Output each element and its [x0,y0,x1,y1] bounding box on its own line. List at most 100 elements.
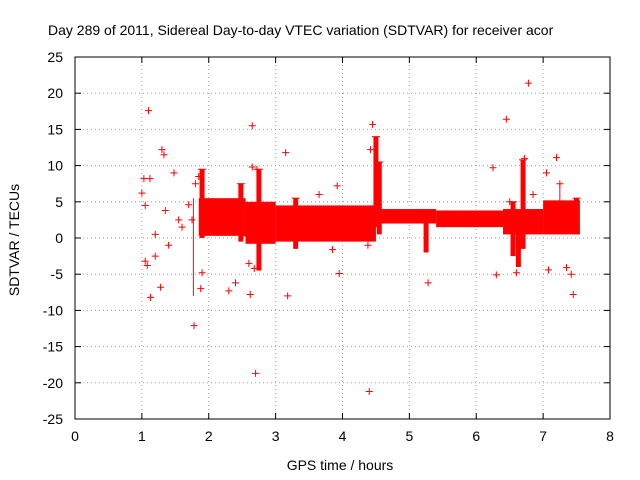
data-spike [510,201,516,257]
y-tick-label: -15 [43,339,63,355]
data-spike [256,169,262,271]
data-band [543,200,580,235]
data-point [489,164,497,172]
data-spike [373,136,379,228]
x-tick-label: 4 [339,428,347,444]
data-point [175,216,183,224]
data-point [151,252,159,260]
tick-labels: 0 1 2 3 4 5 6 7 8 -25 -20 -15 -10 -5 0 5 10 15 20 25 [43,49,614,444]
y-tick-label: 20 [47,85,63,101]
ticks [74,56,611,420]
data-spike [199,169,205,238]
data-point [158,146,166,154]
data-point [147,293,155,301]
data-point [225,287,233,295]
data-point [512,269,520,277]
x-tick-label: 8 [606,428,614,444]
data-point [195,172,203,180]
data-point [165,241,173,249]
data-band [275,205,376,242]
data-point [188,216,196,224]
data-point [146,175,154,183]
data-point [190,322,198,330]
data-point [157,283,165,291]
data-point [151,230,159,238]
data-point [245,259,253,267]
data-point [198,269,206,277]
data-point [335,269,343,277]
data-point [520,154,528,162]
data-band [436,210,503,228]
data-point [563,264,571,272]
y-tick-label: 25 [47,49,63,65]
data-point [284,292,292,300]
data-point [253,165,261,173]
data-point [567,270,575,278]
x-tick-label: 1 [138,428,146,444]
data-point [191,180,199,188]
data-point [252,369,260,377]
y-tick-label: 10 [47,158,63,174]
data-point [246,290,254,298]
x-tick-label: 5 [405,428,413,444]
data-point [424,279,432,287]
data-point [544,266,552,274]
y-tick-label: -5 [51,266,64,282]
data-point [141,201,149,209]
data-point [524,79,532,87]
data-point [542,169,550,177]
data-point [250,264,258,272]
data-layer [138,79,581,395]
y-tick-label: -10 [43,302,63,318]
data-point [502,115,510,123]
data-band [198,198,246,236]
data-point [367,146,375,154]
data-point [492,271,500,279]
data-point [529,191,537,199]
data-point [185,201,193,209]
data-point [315,191,323,199]
data-point [248,122,256,130]
y-tick-label: 0 [55,230,63,246]
data-point [569,290,577,298]
x-tick-label: 7 [539,428,547,444]
data-spike [520,159,526,249]
data-spike [515,216,521,267]
data-point [143,262,151,270]
data-point [333,182,341,190]
y-tick-label: -25 [43,411,63,427]
x-axis-label: GPS time / hours [287,457,394,473]
data-spike [293,198,299,249]
data-point [141,257,149,265]
data-spike [423,216,429,253]
data-point [506,198,514,206]
data-point [238,232,246,240]
data-point [328,246,336,254]
data-point [178,223,186,231]
data-point [282,149,290,157]
data-spike [376,161,382,235]
data-point [140,175,148,183]
x-tick-label: 2 [205,428,213,444]
data-point [369,120,377,128]
data-point [553,154,560,162]
data-spike [238,183,244,242]
data-point [161,206,169,214]
y-tick-label: 5 [55,194,63,210]
x-tick-label: 6 [472,428,480,444]
y-axis-label: SDTVAR / TECUs [6,184,22,296]
x-tick-label: 0 [71,428,79,444]
data-point [160,151,168,159]
data-point [138,189,146,197]
data-point [197,285,205,293]
data-point [232,279,239,287]
data-point [170,169,178,177]
data-point [365,387,373,395]
data-point [364,241,372,249]
y-tick-label: -20 [43,375,63,391]
data-spike [574,198,580,235]
data-point [556,180,564,188]
x-tick-label: 3 [272,428,280,444]
chart-title: Day 289 of 2011, Sidereal Day-to-day VTE… [48,22,554,38]
